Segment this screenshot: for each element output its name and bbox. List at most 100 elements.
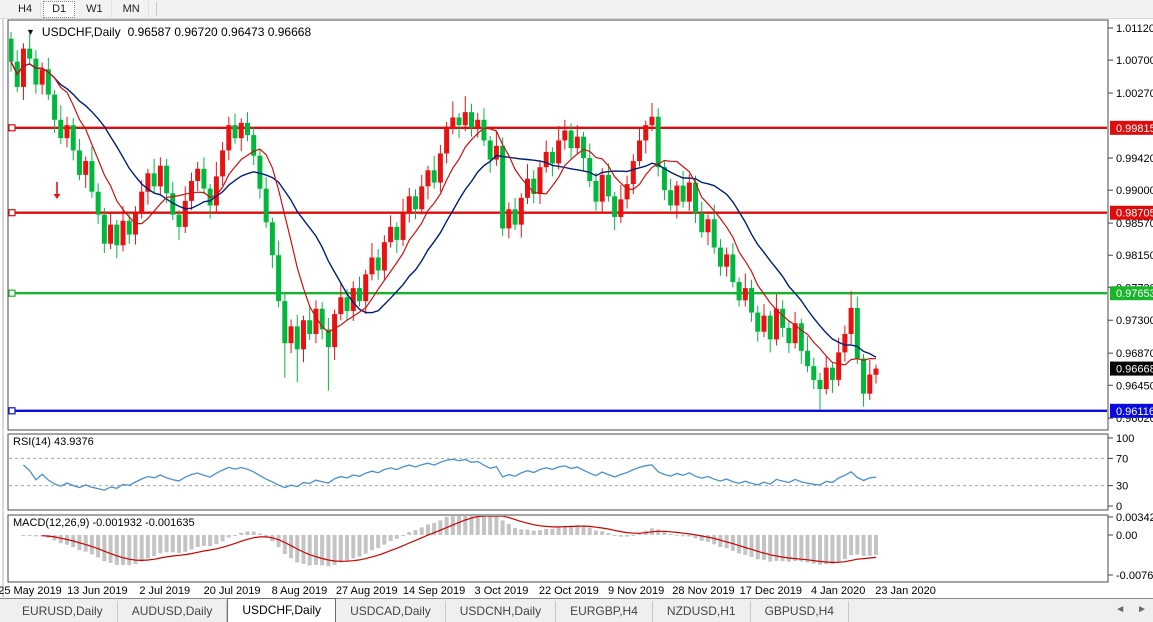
hline-handle[interactable] [8, 124, 16, 132]
macd-histogram-bar [817, 535, 822, 565]
macd-histogram-bar [513, 527, 518, 535]
symbol-tab-audusd[interactable]: AUDUSD,Daily [118, 601, 228, 622]
timeframe-button-mn[interactable]: MN [114, 0, 149, 18]
candle-body [493, 145, 499, 160]
macd-histogram-bar [730, 535, 735, 551]
symbol-tab-usdcad[interactable]: USDCAD,Daily [336, 601, 446, 622]
candle-body [792, 323, 798, 344]
date-tick-label: 9 Nov 2019 [608, 585, 664, 597]
macd-histogram-bar [587, 527, 592, 535]
macd-histogram-bar [662, 531, 667, 535]
price-pane [7, 19, 1109, 431]
symbol-tab-eurgbp[interactable]: EURGBP,H4 [556, 601, 653, 622]
macd-histogram-bar [189, 535, 194, 550]
candle-body [437, 153, 443, 183]
symbol-tab-nzdusd[interactable]: NZDUSD,H1 [653, 601, 751, 622]
macd-histogram-bar [251, 531, 256, 535]
candle-body [108, 224, 114, 244]
macd-histogram-bar [83, 535, 88, 552]
date-tick-label: 2 Jul 2019 [139, 585, 190, 597]
macd-plot [21, 516, 878, 567]
price-tick-label: 0.96450 [1116, 380, 1153, 392]
date-tick-label: 14 Sep 2019 [403, 585, 465, 597]
macd-histogram-bar [425, 524, 430, 535]
macd-histogram-bar [774, 535, 779, 561]
macd-histogram-bar [668, 533, 673, 535]
macd-histogram-bar [457, 516, 462, 535]
candle-body [313, 308, 319, 334]
candle-body [487, 140, 493, 160]
candle-body [711, 219, 717, 248]
candle-body [593, 181, 599, 202]
timeframe-button-d1[interactable]: D1 [43, 0, 76, 18]
candle-body [9, 38, 14, 62]
macd-histogram-bar [637, 533, 642, 535]
date-tick-label: 17 Dec 2019 [740, 585, 802, 597]
candle-body [257, 155, 263, 189]
candle-body [599, 174, 605, 202]
candle-body [574, 136, 580, 149]
hline-handle[interactable] [8, 289, 16, 297]
tab-scroll-left-icon[interactable]: ◄ [1115, 604, 1126, 615]
candle-body [101, 214, 107, 244]
macd-histogram-bar [469, 516, 474, 535]
candle-body [369, 257, 375, 275]
macd-histogram-bar [556, 527, 561, 535]
candle-body [83, 161, 89, 175]
symbol-tab-gbpusd[interactable]: GBPUSD,H4 [751, 601, 849, 622]
moving-averages [10, 61, 877, 366]
price-tick-label: 1.01120 [1116, 23, 1153, 35]
price-axis: 1.01120 1.00700 1.00270 0.99420 0.99000 0.985… [1108, 23, 1153, 425]
candle-body [462, 112, 468, 126]
candle-body [867, 374, 873, 394]
price-tick-label: 0.96870 [1116, 348, 1153, 360]
candle-body [861, 358, 867, 394]
symbol-tab-usdchf[interactable]: USDCHF,Daily [227, 598, 337, 622]
hline-handle[interactable] [8, 209, 16, 217]
symbol-tab-usdcnh[interactable]: USDCNH,Daily [446, 601, 557, 622]
macd-histogram-bar [388, 535, 393, 541]
timeframe-button-w1[interactable]: W1 [77, 0, 112, 18]
candle-body [848, 307, 854, 334]
date-tick-label: 20 Jul 2019 [204, 585, 261, 597]
macd-signal-line [42, 516, 877, 564]
candle-body [506, 209, 512, 229]
macd-tick-label: 0.00 [1116, 530, 1137, 542]
hline-handle[interactable] [8, 407, 16, 415]
macd-histogram-bar [208, 535, 213, 546]
macd-histogram-bar [786, 535, 791, 562]
tab-scroll-right-icon[interactable]: ► [1137, 604, 1147, 615]
macd-histogram-bar [674, 534, 679, 536]
symbol-tab-eurusd[interactable]: EURUSD,Daily [8, 601, 118, 622]
macd-histogram-bar [195, 535, 200, 547]
candle-body [76, 150, 82, 175]
candle-body [232, 125, 238, 139]
macd-histogram-bar [749, 535, 754, 557]
candle-body [773, 308, 779, 340]
candle-body [52, 94, 58, 120]
macd-histogram-bar [618, 535, 623, 537]
date-tick-label: 23 Jan 2020 [875, 585, 936, 597]
date-axis: 25 May 2019 13 Jun 2019 2 Jul 2019 20 Jul 2… [0, 585, 936, 597]
collapse-chart-icon[interactable]: ▼ [26, 27, 35, 37]
timeframe-button-h4[interactable]: H4 [9, 0, 42, 18]
macd-histogram-bar [488, 516, 493, 535]
candle-body [549, 151, 555, 164]
candle-body [717, 247, 723, 267]
price-tag-0.98705: 0.98705 [1110, 205, 1153, 220]
candle-body [854, 307, 860, 359]
macd-histogram-bar [382, 535, 387, 545]
macd-histogram-bar [282, 535, 287, 555]
macd-histogram-bar [811, 535, 816, 564]
macd-histogram-bar [127, 535, 132, 566]
candle-body [226, 125, 232, 151]
candle-body [282, 301, 288, 344]
candle-body [730, 254, 736, 282]
candle-body [319, 308, 325, 330]
date-tick-label: 3 Oct 2019 [475, 585, 529, 597]
macd-histogram-bar [313, 535, 318, 565]
rsi-indicator-label: RSI(14) 43.9376 [13, 436, 94, 448]
sell-arrow-marker[interactable] [53, 182, 61, 199]
macd-histogram-bar [861, 535, 866, 556]
